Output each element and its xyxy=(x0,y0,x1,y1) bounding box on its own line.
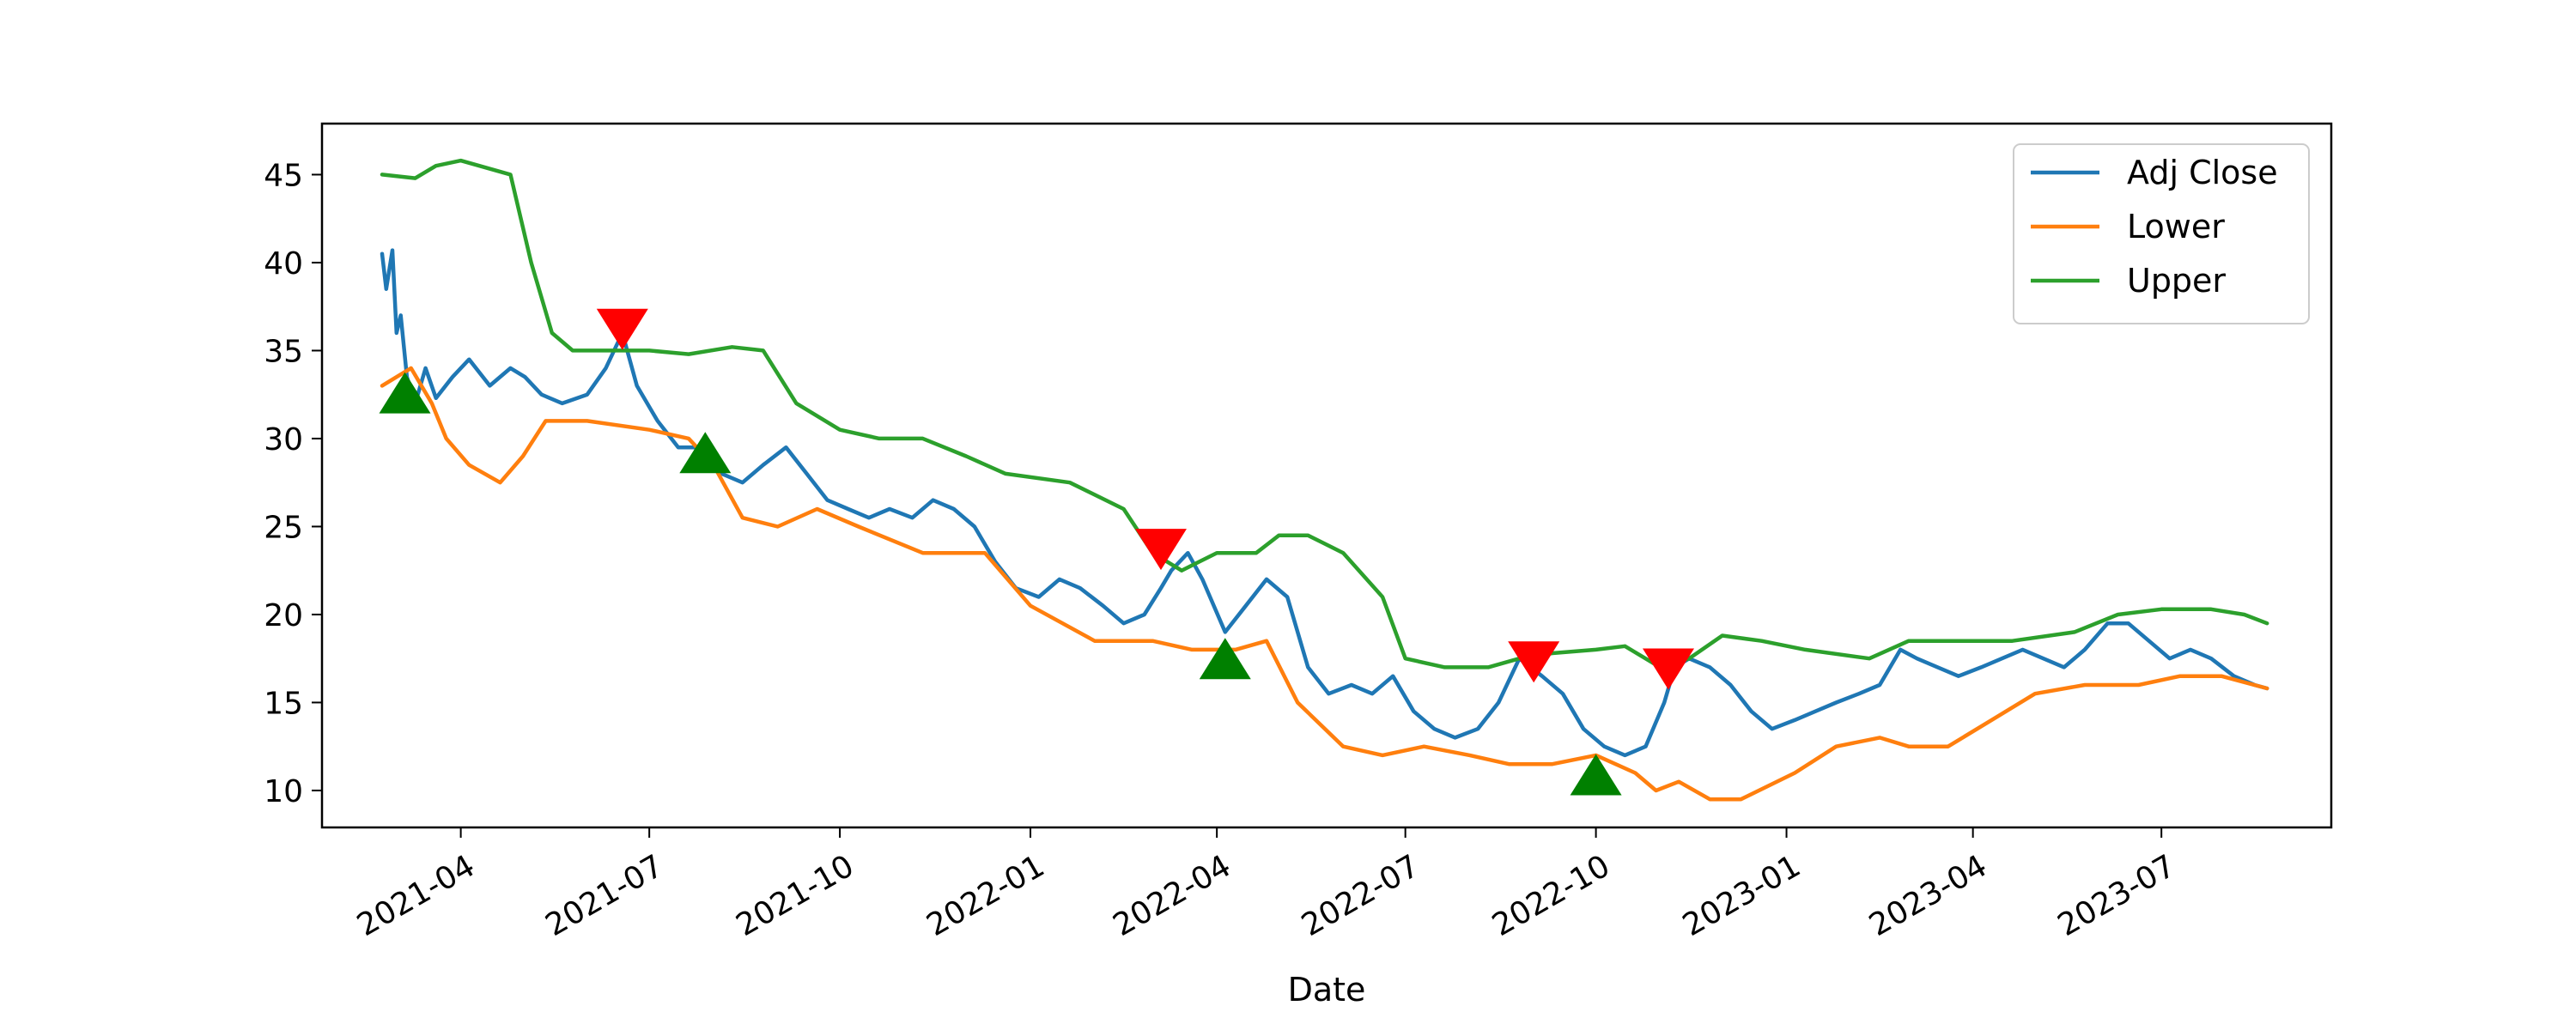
sell-marker xyxy=(596,308,648,350)
x-tick-label: 2021-10 xyxy=(731,848,860,943)
x-tick-label: 2021-07 xyxy=(540,848,670,943)
y-tick-label: 25 xyxy=(264,510,303,545)
x-tick-label: 2022-10 xyxy=(1486,848,1616,943)
buy-marker xyxy=(1570,754,1622,796)
x-tick-label: 2022-04 xyxy=(1108,848,1237,943)
x-tick-label: 2022-07 xyxy=(1296,848,1425,943)
plot-frame xyxy=(320,122,2333,829)
y-tick-label: 30 xyxy=(264,422,303,457)
sell-marker xyxy=(1135,529,1187,571)
x-tick-label: 2022-01 xyxy=(921,848,1051,943)
x-axis-title: Date xyxy=(1288,971,1366,1009)
y-tick-label: 40 xyxy=(264,246,303,282)
series-layer xyxy=(380,158,2269,802)
y-tick-label: 10 xyxy=(264,774,303,809)
sell-marker xyxy=(1508,641,1560,683)
legend-label: Upper xyxy=(2127,262,2226,300)
y-tick-label: 20 xyxy=(264,598,303,633)
buy-marker xyxy=(379,372,431,414)
x-tick-label: 2023-04 xyxy=(1863,848,1993,943)
series-line-upper xyxy=(380,158,2269,670)
legend: Adj Close Lower Upper xyxy=(2013,143,2310,324)
x-tick-label: 2023-01 xyxy=(1677,848,1807,943)
buy-marker xyxy=(679,432,732,474)
x-axis: 2021-04 2021-07 2021-10 2022-01 2022-04 2022-… xyxy=(351,827,2181,943)
series-line-lower xyxy=(380,366,2269,802)
legend-label: Lower xyxy=(2127,208,2225,245)
x-tick-label: 2021-04 xyxy=(351,848,481,943)
x-tick-label: 2023-07 xyxy=(2052,848,2182,943)
series-line-adj-close xyxy=(380,248,2269,758)
sell-marker xyxy=(1643,648,1694,690)
y-tick-label: 35 xyxy=(264,334,303,369)
marker-layer xyxy=(379,308,1694,796)
legend-label: Adj Close xyxy=(2127,154,2278,191)
buy-marker xyxy=(1199,638,1251,680)
y-axis: 10 15 20 25 30 35 40 45 xyxy=(264,158,322,809)
y-tick-label: 45 xyxy=(264,158,303,193)
y-tick-label: 15 xyxy=(264,686,303,721)
